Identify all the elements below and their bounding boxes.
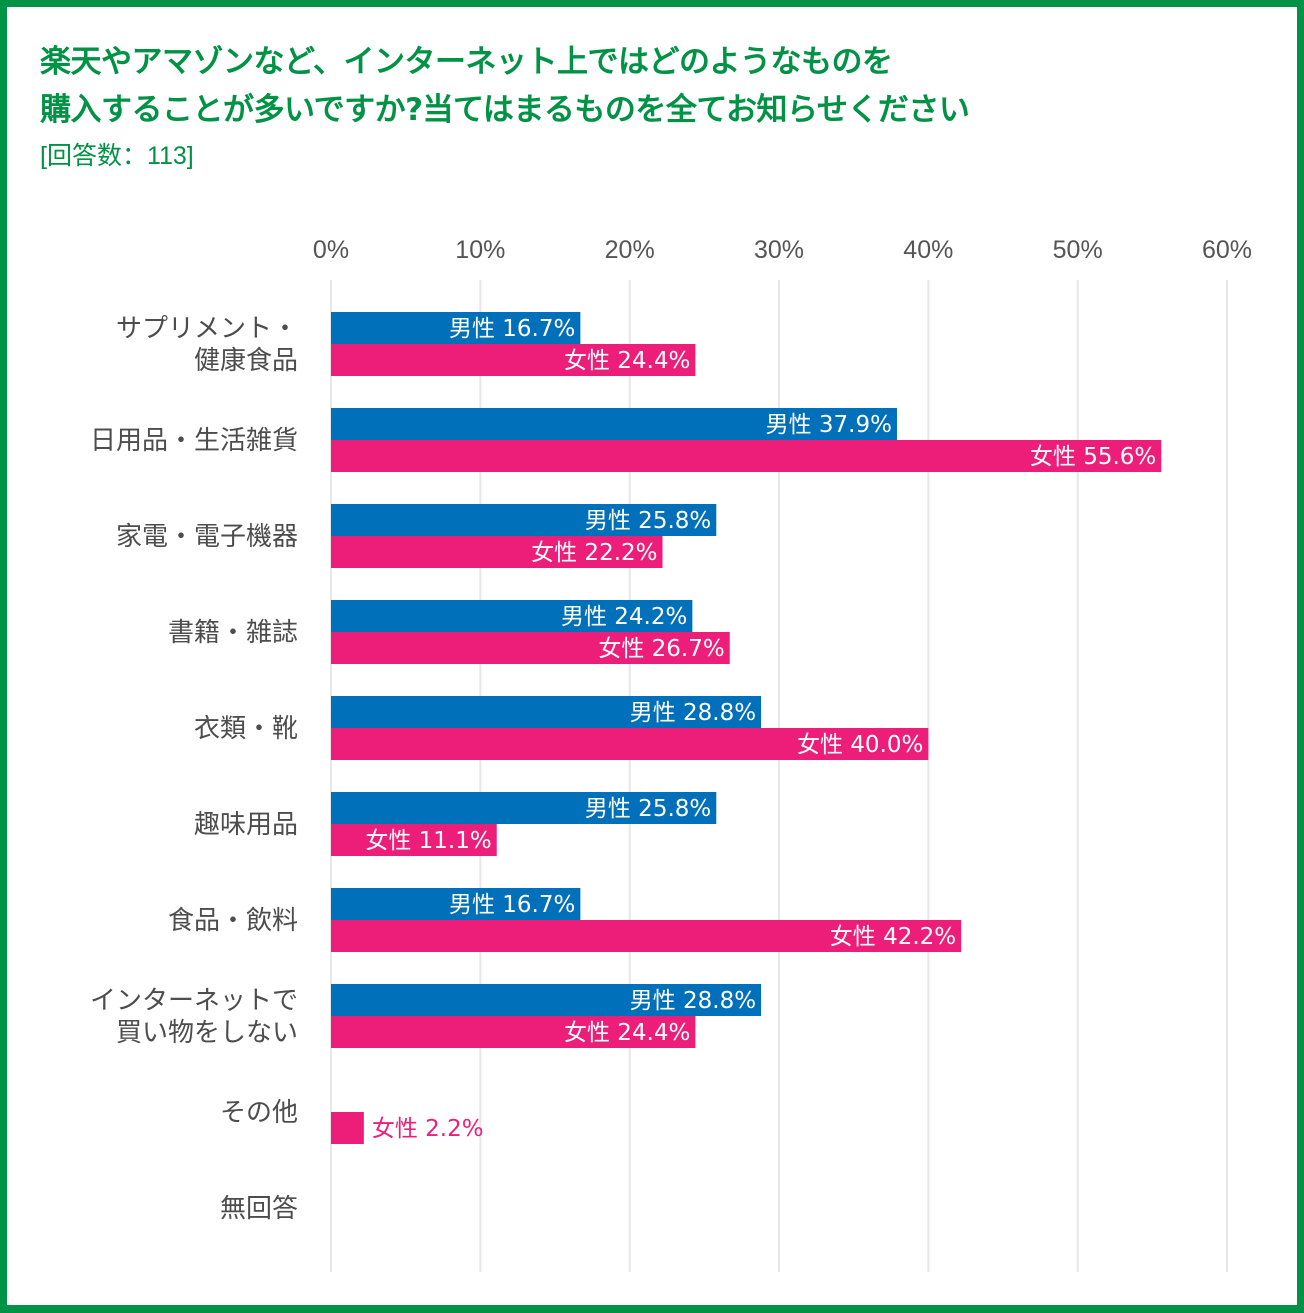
- category-label-line: 健康食品: [194, 346, 298, 376]
- chart-title: 楽天やアマゾンなど、インターネット上ではどのようなものを 購入することが多いです…: [40, 38, 970, 134]
- bar-female: [331, 632, 730, 664]
- category-label-line: インターネットで: [90, 986, 298, 1016]
- bar-female: [331, 824, 497, 856]
- category-label: 家電・電子機器: [116, 522, 298, 552]
- data-labels: 男性 16.7% 女性 24.4% 男性 37.9% 女性 55.6% 男性 25.8%…: [365, 316, 1156, 1142]
- data-label-female: 女性 42.2%: [830, 924, 956, 950]
- bar-male: [331, 984, 762, 1016]
- x-axis-tick-labels: 0% 10% 20% 30% 40% 50% 60%: [313, 236, 1252, 264]
- bar-female: [331, 1016, 696, 1048]
- x-tick-label: 50%: [1053, 236, 1103, 264]
- x-tick-label: 60%: [1202, 236, 1252, 264]
- data-label-female: 女性 11.1%: [365, 828, 491, 854]
- data-label-male: 男性 28.8%: [630, 988, 756, 1014]
- bar-female: [331, 728, 929, 760]
- x-tick-label: 10%: [455, 236, 505, 264]
- bar-male: [331, 408, 897, 440]
- bar-male: [331, 504, 717, 536]
- data-label-male: 男性 24.2%: [561, 604, 687, 630]
- bars: [331, 312, 1162, 1144]
- x-tick-label: 30%: [754, 236, 804, 264]
- category-label-line: 趣味用品: [194, 810, 298, 840]
- data-label-male: 男性 16.7%: [449, 316, 575, 342]
- category-label-line: 書籍・雑誌: [168, 618, 298, 648]
- data-label-female: 女性 24.4%: [564, 348, 690, 374]
- category-label-line: 日用品・生活雑貨: [90, 426, 298, 456]
- data-label-male: 男性 37.9%: [766, 412, 892, 438]
- data-label-male: 男性 25.8%: [585, 796, 711, 822]
- category-label-line: 食品・飲料: [168, 906, 298, 936]
- chart-title-line-1: 楽天やアマゾンなど、インターネット上ではどのようなものを: [40, 44, 893, 80]
- category-label-line: 家電・電子機器: [116, 522, 298, 552]
- category-label: サプリメント・健康食品: [116, 314, 298, 376]
- category-label: その他: [220, 1098, 298, 1128]
- bar-female: [331, 440, 1162, 472]
- category-label: 趣味用品: [194, 810, 298, 840]
- x-tick-label: 40%: [903, 236, 953, 264]
- category-label: 衣類・靴: [194, 714, 298, 744]
- data-label-female: 女性 2.2%: [372, 1116, 484, 1142]
- category-label-line: 衣類・靴: [194, 714, 298, 744]
- category-label: インターネットで買い物をしない: [90, 986, 298, 1048]
- data-label-female: 女性 55.6%: [1030, 444, 1156, 470]
- data-label-female: 女性 22.2%: [531, 540, 657, 566]
- bar-female: [331, 920, 962, 952]
- category-label: 無回答: [220, 1194, 298, 1224]
- data-label-female: 女性 24.4%: [564, 1020, 690, 1046]
- bar-male: [331, 600, 693, 632]
- bar-male: [331, 888, 581, 920]
- data-label-female: 女性 40.0%: [797, 732, 923, 758]
- response-count: [回答数：113]: [40, 142, 194, 170]
- category-label-line: 買い物をしない: [116, 1018, 298, 1048]
- bar-female: [331, 536, 663, 568]
- data-label-male: 男性 28.8%: [630, 700, 756, 726]
- category-label-line: 無回答: [220, 1194, 298, 1224]
- category-label: 書籍・雑誌: [168, 618, 298, 648]
- data-label-male: 男性 25.8%: [585, 508, 711, 534]
- bar-male: [331, 792, 717, 824]
- x-tick-label: 0%: [313, 236, 349, 264]
- category-label: 食品・飲料: [168, 906, 298, 936]
- category-label-line: その他: [220, 1098, 298, 1128]
- data-label-female: 女性 26.7%: [598, 636, 724, 662]
- chart-title-line-2: 購入することが多いですか?当てはまるものを全てお知らせください: [40, 92, 970, 128]
- bar-female: [331, 1112, 364, 1144]
- category-labels: サプリメント・健康食品日用品・生活雑貨家電・電子機器書籍・雑誌衣類・靴趣味用品食…: [90, 314, 298, 1224]
- category-label: 日用品・生活雑貨: [90, 426, 298, 456]
- x-tick-label: 20%: [605, 236, 655, 264]
- category-label-line: サプリメント・: [116, 314, 298, 344]
- bar-male: [331, 312, 581, 344]
- data-label-male: 男性 16.7%: [449, 892, 575, 918]
- bar-male: [331, 696, 762, 728]
- bar-female: [331, 344, 696, 376]
